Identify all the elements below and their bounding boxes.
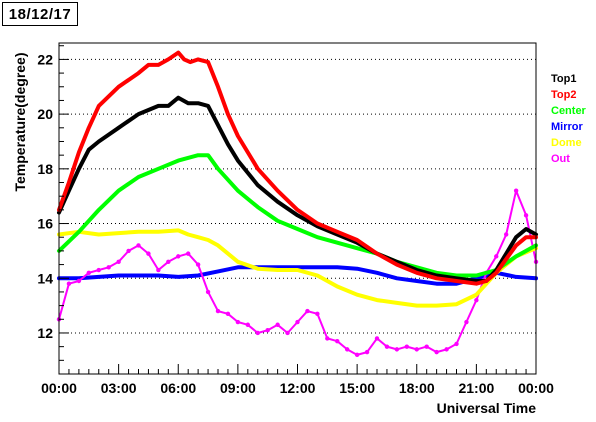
data-point: [315, 311, 320, 317]
data-point: [335, 338, 340, 344]
series-line: [57, 265, 538, 286]
data-point: [96, 267, 101, 273]
data-point: [464, 319, 469, 325]
data-point: [215, 308, 221, 314]
x-tick-label: 18:00: [399, 380, 435, 396]
data-point: [245, 322, 251, 327]
legend-item: Mirror: [551, 121, 584, 133]
y-tick-label: 14: [37, 270, 53, 286]
data-point: [325, 336, 330, 341]
data-point: [235, 319, 241, 325]
gridlines: [59, 58, 536, 334]
data-point: [176, 254, 181, 259]
y-tick-label: 18: [37, 161, 53, 177]
data-point: [444, 347, 449, 352]
legend-item: Top1: [551, 73, 576, 85]
data-point: [275, 322, 280, 327]
data-point: [156, 267, 161, 273]
data-point: [344, 347, 350, 352]
y-tick-label: 22: [37, 51, 53, 67]
x-tick-label: 15:00: [339, 380, 375, 396]
data-point: [384, 344, 390, 349]
data-point: [503, 232, 509, 237]
data-point: [185, 251, 191, 256]
x-tick-label: 03:00: [101, 380, 137, 396]
x-tick-label: 00:00: [518, 380, 554, 396]
ticks: 12 14 16 18 20 22 00:00 03:00 06:00 09:00 12:00 15:…: [37, 45, 554, 396]
x-tick-label: 06:00: [160, 380, 196, 396]
data-point: [414, 347, 419, 352]
legend: Top1 Top2 Center Mirror Dome Out: [551, 73, 587, 165]
data-point: [305, 308, 310, 314]
data-point: [354, 352, 360, 358]
data-point: [195, 262, 201, 267]
series-dome: [57, 228, 538, 308]
x-tick-label: 00:00: [41, 380, 77, 396]
legend-item: Top2: [551, 89, 576, 101]
series-line: [57, 95, 538, 283]
data-point: [116, 259, 121, 265]
data-point: [126, 248, 131, 254]
x-tick-label: 12:00: [280, 380, 316, 396]
series-line: [57, 153, 538, 278]
data-point: [106, 265, 111, 270]
data-point: [285, 330, 290, 336]
y-tick-label: 20: [37, 106, 53, 122]
data-point: [146, 251, 151, 256]
data-point: [255, 330, 260, 336]
data-point: [374, 336, 380, 341]
series-line: [57, 50, 538, 286]
y-tick-label: 12: [37, 325, 53, 341]
data-point: [404, 344, 410, 349]
legend-item: Dome: [551, 137, 582, 149]
series-layer: [56, 50, 539, 358]
x-tick-label: 09:00: [220, 380, 256, 396]
data-point: [474, 297, 479, 303]
x-tick-label: 21:00: [458, 380, 494, 396]
data-point: [494, 254, 499, 259]
x-axis-title: Universal Time: [437, 400, 537, 416]
series-center: [57, 153, 538, 278]
data-point: [523, 213, 529, 218]
series-top2: [57, 50, 538, 286]
y-tick-label: 16: [37, 216, 53, 232]
data-point: [76, 278, 82, 284]
series-line: [57, 228, 538, 308]
data-point: [434, 349, 439, 355]
data-point: [295, 319, 300, 325]
data-point: [66, 281, 72, 286]
data-point: [166, 259, 171, 265]
data-point: [86, 270, 92, 275]
data-point: [225, 311, 231, 317]
data-point: [364, 349, 370, 355]
data-point: [454, 341, 459, 347]
series-out: [56, 188, 539, 358]
series-top1: [57, 95, 538, 283]
legend-item: Center: [551, 105, 587, 117]
data-point: [513, 188, 519, 193]
data-point: [205, 289, 211, 295]
date-label: 18/12/17: [2, 2, 78, 26]
data-point: [265, 328, 270, 333]
data-point: [394, 347, 400, 352]
series-mirror: [57, 265, 538, 286]
data-point: [136, 243, 141, 248]
data-point: [424, 344, 429, 349]
legend-item: Out: [551, 153, 570, 165]
y-axis-title: Temperature(degree): [12, 52, 28, 191]
